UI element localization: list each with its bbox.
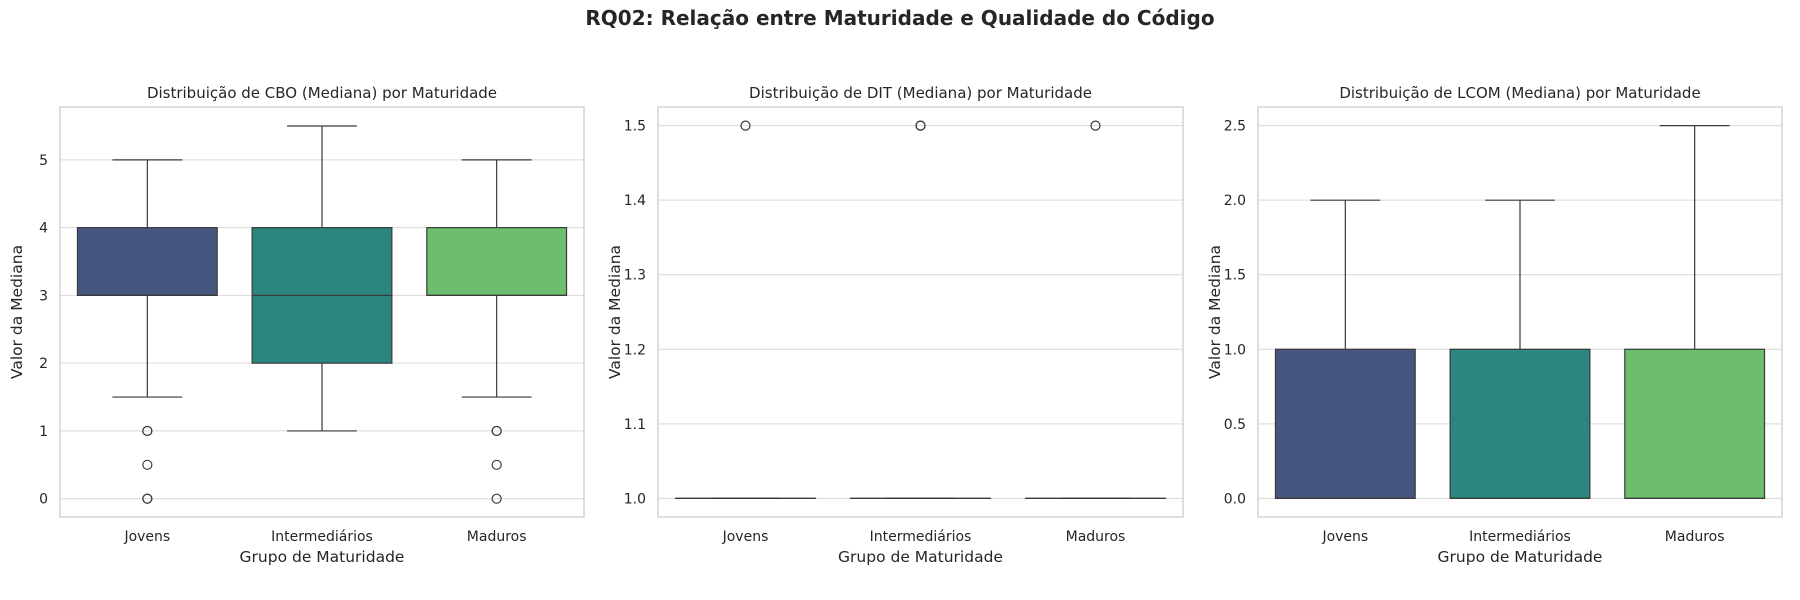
outlier-point [1090, 120, 1101, 131]
y-axis-label: Valor da Mediana [8, 245, 26, 379]
outlier-point [142, 493, 153, 504]
outlier-point [491, 425, 502, 437]
figure-title: RQ02: Relação entre Maturidade e Qualida… [585, 6, 1215, 30]
y-tick-label: 1.5 [1224, 268, 1246, 284]
outlier-point [142, 459, 153, 470]
box-jovens [76, 227, 218, 296]
x-tick-label: Maduros [1665, 529, 1725, 545]
outlier-point [142, 425, 153, 437]
y-tick-label: 1.0 [624, 491, 646, 507]
x-tick-label: Jovens [123, 529, 170, 545]
y-tick-label: 1.4 [624, 193, 646, 209]
box-maduros [426, 227, 568, 296]
x-tick-label: Jovens [1321, 529, 1368, 545]
y-tick-label: 1 [39, 424, 48, 440]
outlier-point [491, 493, 502, 504]
outlier-point [915, 120, 926, 131]
y-tick-label: 1.5 [624, 119, 646, 135]
axes-frame [657, 106, 1184, 518]
y-tick-label: 0 [39, 492, 48, 508]
y-tick-label: 4 [39, 221, 48, 237]
y-tick-label: 2.0 [1224, 193, 1246, 209]
chart-title: Distribuição de DIT (Mediana) por Maturi… [749, 84, 1092, 102]
outlier-point [491, 459, 502, 470]
x-tick-label: Maduros [467, 529, 527, 545]
chart-panel-2: 1.0 1.1 1.2 1.3 1.4 1.5 Jovens Intermediários Ma… [606, 84, 1184, 566]
chart-title: Distribuição de LCOM (Mediana) por Matur… [1339, 84, 1700, 102]
y-tick-label: 0.0 [1224, 491, 1246, 507]
outlier-point [740, 120, 751, 131]
x-axis-label: Grupo de Maturidade [1438, 548, 1603, 566]
x-axis-label: Grupo de Maturidade [838, 548, 1003, 566]
chart-panel-3: 0.0 0.5 1.0 1.5 2.0 2.5 Jovens Intermediários Ma… [1206, 84, 1783, 566]
y-tick-label: 1.0 [1224, 342, 1246, 358]
x-tick-label: Intermediários [271, 529, 373, 545]
x-axis-label: Grupo de Maturidade [240, 548, 405, 566]
y-tick-label: 2.5 [1224, 119, 1246, 135]
x-tick-label: Intermediários [1469, 529, 1571, 545]
x-tick-label: Intermediários [870, 529, 972, 545]
y-tick-label: 5 [39, 153, 48, 169]
x-tick-label: Jovens [722, 529, 769, 545]
y-tick-label: 1.3 [624, 268, 646, 284]
y-tick-label: 0.5 [1224, 417, 1246, 433]
chart-panel-1: 0 1 2 3 4 5 Jovens Intermediários Maduros Distrib… [8, 84, 585, 566]
y-tick-label: 2 [39, 356, 48, 372]
box-jovens [1274, 348, 1416, 499]
box-maduros [1624, 348, 1766, 499]
chart-title: Distribuição de CBO (Mediana) por Maturi… [147, 84, 497, 102]
y-axis-label: Valor da Mediana [606, 245, 624, 379]
y-tick-label: 1.1 [624, 417, 646, 433]
axes-frame [1257, 106, 1783, 518]
x-tick-label: Maduros [1066, 529, 1126, 545]
axes-frame [59, 106, 585, 518]
y-axis-label: Valor da Mediana [1206, 245, 1224, 379]
box-intermediários [1449, 348, 1591, 499]
y-tick-label: 1.2 [624, 342, 646, 358]
y-tick-label: 3 [39, 288, 48, 304]
